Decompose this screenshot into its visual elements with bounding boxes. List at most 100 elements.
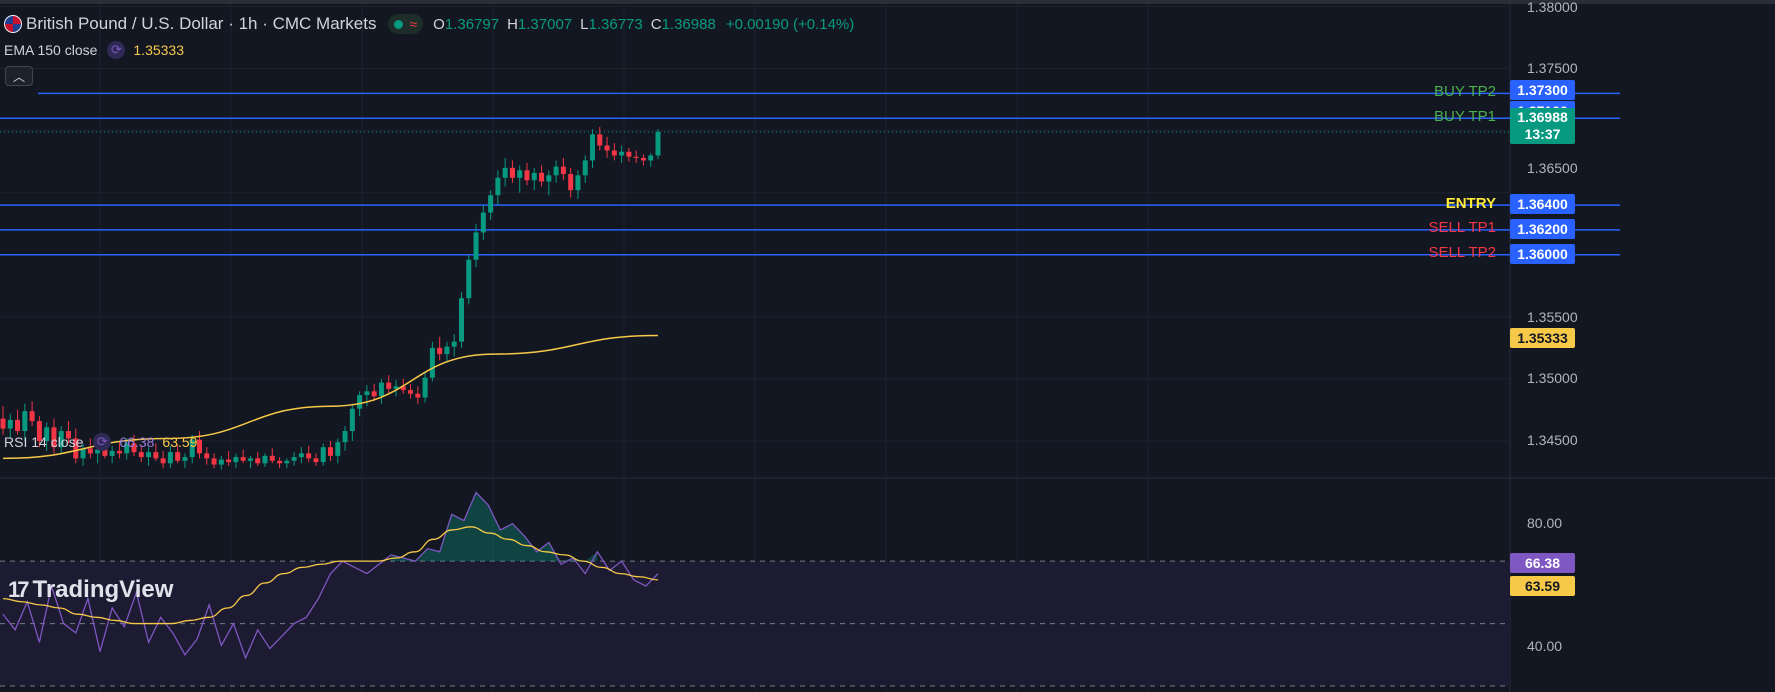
ema-legend[interactable]: EMA 150 close ⟳ 1.35333 xyxy=(4,41,184,59)
price-axis-label: 1.34500 xyxy=(1527,432,1578,448)
candle-body xyxy=(226,459,232,463)
candle-body xyxy=(204,453,210,459)
candle-body xyxy=(451,341,457,347)
candle-body xyxy=(240,457,246,461)
rsi-legend[interactable]: RSI 14 close ⟳ 66.38 63.59 xyxy=(4,433,197,451)
candle-body xyxy=(633,156,639,158)
candle-body xyxy=(626,151,632,157)
price-tag-buy-tp2: 1.37300 xyxy=(1510,80,1575,100)
candle-body xyxy=(597,134,603,146)
candle-body xyxy=(364,391,370,396)
price-axis-label: 1.35000 xyxy=(1527,370,1578,386)
candle-body xyxy=(95,449,101,454)
level-label-buy-tp2: BUY TP2 xyxy=(1434,83,1496,100)
candle-body xyxy=(247,458,253,461)
candle-body xyxy=(437,347,443,355)
symbol-legend[interactable]: British Pound / U.S. Dollar · 1h · CMC M… xyxy=(4,14,854,34)
candle-body xyxy=(131,443,137,453)
candle-body xyxy=(648,155,654,161)
candle-countdown: 13:37 xyxy=(1524,126,1561,142)
candle-body xyxy=(371,391,377,397)
candle-body xyxy=(153,452,159,459)
level-label-buy-tp1: BUY TP1 xyxy=(1434,108,1496,125)
candle-body xyxy=(80,448,86,459)
candle-body xyxy=(262,455,268,464)
level-label-entry: ENTRY xyxy=(1445,195,1496,212)
candle-body xyxy=(124,443,130,454)
candle-body xyxy=(619,151,625,156)
ohlc-close: C1.36988 xyxy=(650,15,716,33)
candle-body xyxy=(655,131,661,156)
market-open-dot-icon xyxy=(394,19,404,29)
candle-body xyxy=(328,447,333,456)
top-border xyxy=(0,0,1775,4)
candle-body xyxy=(393,386,399,389)
candle-body xyxy=(429,347,435,378)
refresh-icon[interactable]: ⟳ xyxy=(93,433,112,451)
candle-body xyxy=(313,458,319,463)
candle-body xyxy=(66,431,71,439)
price-axis-label: 1.38000 xyxy=(1527,0,1578,15)
candle-body xyxy=(182,457,188,461)
ema-label[interactable]: EMA 150 close xyxy=(4,42,98,58)
wave-icon: ≈ xyxy=(409,16,418,32)
candle-body xyxy=(146,452,152,458)
ema-value: 1.35333 xyxy=(133,42,184,58)
brand-name: TradingView xyxy=(32,576,174,603)
collapse-legend-button[interactable]: ︿ xyxy=(5,66,33,86)
candle-body xyxy=(73,438,79,459)
candle-body xyxy=(291,457,297,461)
ohlc-open: O1.36797 xyxy=(433,15,500,33)
candle-body xyxy=(306,453,312,459)
price-tag-entry: 1.36400 xyxy=(1510,194,1575,214)
price-axis-label: 1.37500 xyxy=(1527,60,1578,76)
refresh-icon[interactable]: ⟳ xyxy=(107,41,126,59)
candle-body xyxy=(7,419,13,429)
rsi-ma-value: 63.59 xyxy=(162,434,198,450)
tradingview-logo[interactable]: 17 TradingView xyxy=(8,576,173,604)
candle-body xyxy=(582,160,588,176)
rsi-line xyxy=(2,491,659,660)
candle-body xyxy=(167,452,173,464)
candle-body xyxy=(495,177,501,196)
price-axis-label: 1.36500 xyxy=(1527,160,1578,176)
candle-body xyxy=(29,411,35,422)
ema-line xyxy=(2,334,659,460)
ema-price-tag: 1.35333 xyxy=(1510,328,1575,348)
candle-body xyxy=(44,427,50,441)
candle-body xyxy=(211,458,217,465)
candle-body xyxy=(109,450,115,456)
candle-body xyxy=(531,172,537,181)
candle-body xyxy=(342,431,348,443)
candle-body xyxy=(102,449,108,456)
rsi-value: 66.38 xyxy=(119,434,155,450)
level-label-sell-tp1: SELL TP1 xyxy=(1428,219,1496,236)
candle-body xyxy=(87,448,93,454)
symbol-title[interactable]: British Pound / U.S. Dollar · 1h · CMC M… xyxy=(26,14,377,33)
price-tag-sell-tp1: 1.36200 xyxy=(1510,219,1575,239)
candle-body xyxy=(386,382,392,389)
level-label-sell-tp2: SELL TP2 xyxy=(1428,244,1496,261)
uk-us-flag-icon xyxy=(4,15,22,33)
price-tag-sell-tp2: 1.36000 xyxy=(1510,244,1575,264)
ohlc-low: L1.36773 xyxy=(580,15,643,33)
candle-body xyxy=(58,431,64,448)
candle-body xyxy=(197,439,202,454)
rsi-label[interactable]: RSI 14 close xyxy=(4,434,84,450)
candle-body xyxy=(51,427,57,448)
tradingview-logo-icon: 17 xyxy=(8,577,30,602)
candle-body xyxy=(509,167,515,178)
candle-body xyxy=(640,157,646,161)
candle-body xyxy=(459,298,464,342)
rsi-axis-label: 40.00 xyxy=(1527,638,1563,654)
candle-body xyxy=(488,195,494,213)
candle-body xyxy=(400,386,406,391)
rsi-ma-tag: 63.59 xyxy=(1510,576,1575,596)
candle-body xyxy=(378,382,384,397)
market-status-pill[interactable]: ≈ xyxy=(388,14,424,34)
candle-body xyxy=(539,172,545,182)
candle-body xyxy=(15,419,21,432)
candle-body xyxy=(320,447,326,463)
candle-body xyxy=(138,452,144,458)
